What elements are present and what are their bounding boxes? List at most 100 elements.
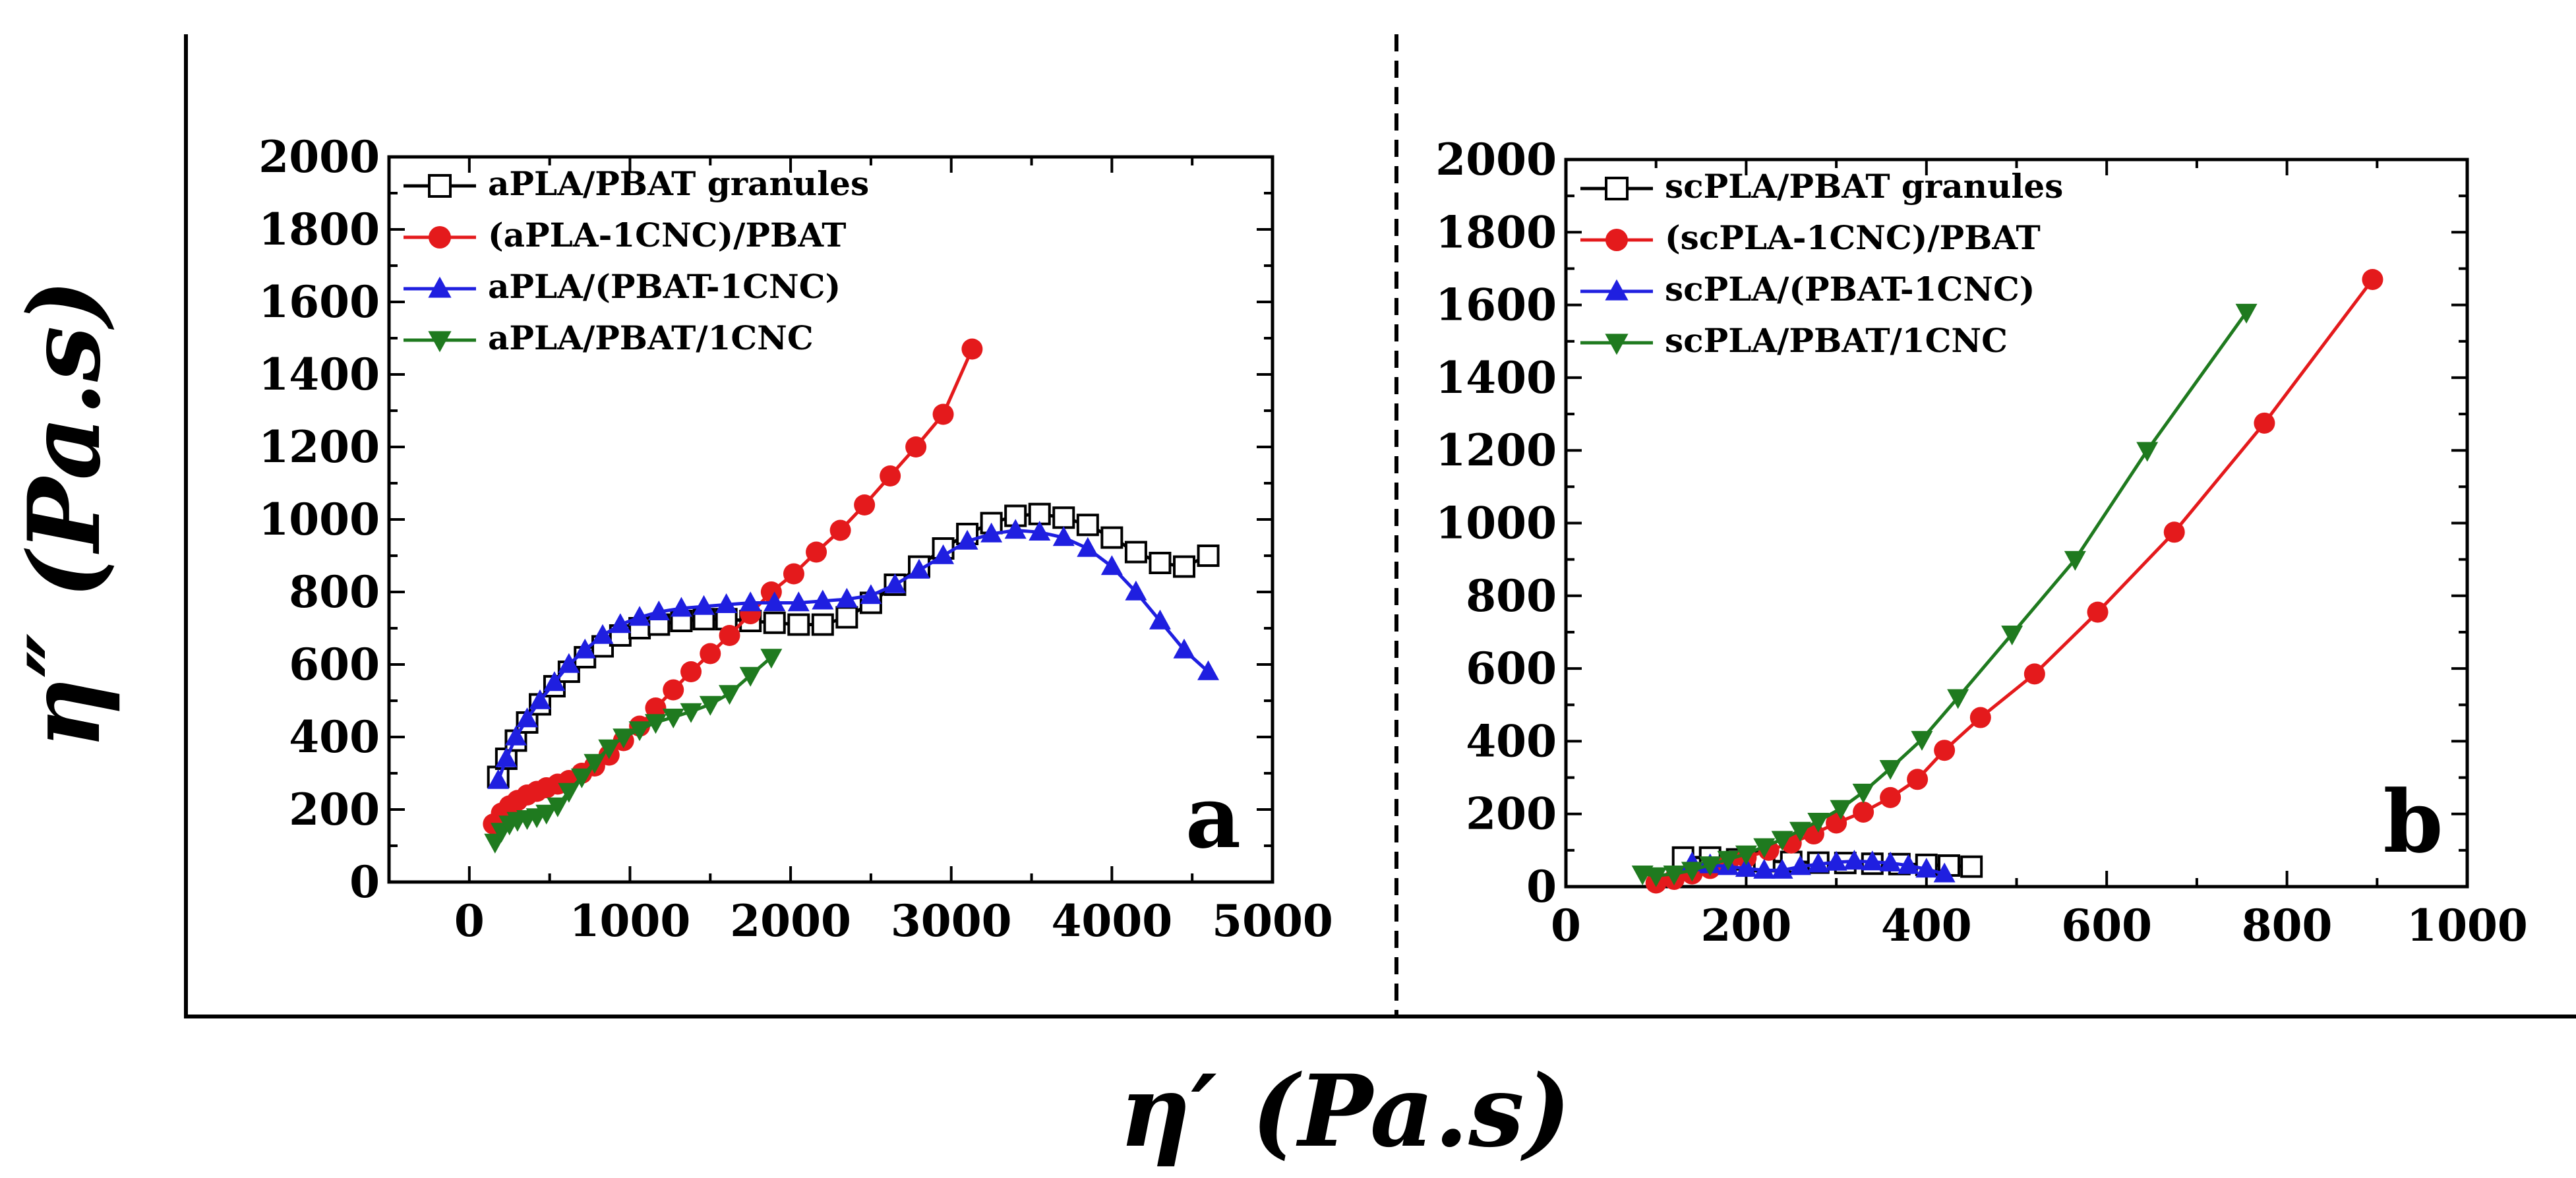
data-point bbox=[2087, 601, 2109, 623]
legend-label: scPLA/PBAT/1CNC bbox=[1665, 321, 2008, 360]
data-point bbox=[1807, 852, 1830, 873]
data-point bbox=[628, 721, 651, 742]
data-point bbox=[495, 747, 518, 767]
data-point bbox=[854, 494, 876, 515]
data-point bbox=[1771, 858, 1793, 879]
data-point bbox=[2023, 663, 2045, 685]
y-tick-label: 400 bbox=[289, 711, 380, 763]
x-tick-label: 1000 bbox=[2407, 900, 2528, 951]
legend-label: scPLA/(PBAT-1CNC) bbox=[1665, 270, 2035, 309]
data-point bbox=[1100, 555, 1123, 575]
data-point bbox=[1125, 580, 1147, 601]
data-point bbox=[1681, 862, 1703, 882]
data-point bbox=[719, 625, 740, 646]
data-point bbox=[1663, 865, 1685, 885]
data-point bbox=[1852, 783, 1874, 804]
y-tick-label: 400 bbox=[1466, 715, 1557, 767]
data-point bbox=[739, 591, 762, 612]
data-point bbox=[760, 649, 783, 669]
data-point bbox=[1861, 850, 1884, 871]
y-tick-label: 2000 bbox=[258, 131, 380, 183]
data-point bbox=[1197, 545, 1220, 567]
y-tick-label: 0 bbox=[1526, 861, 1557, 912]
data-point bbox=[1789, 821, 1811, 842]
data-point bbox=[1124, 541, 1147, 564]
panel-b: 0 200 400 600 800 1000 0 200 400 600 800 1000 1200 14… bbox=[1435, 134, 2528, 951]
panel-a: 0 1000 2000 3000 4000 5000 0 200 400 600 800 1000 12… bbox=[258, 131, 1333, 947]
data-point bbox=[680, 661, 702, 682]
data-point bbox=[812, 589, 834, 610]
data-point bbox=[2064, 550, 2086, 571]
data-point bbox=[1853, 801, 1874, 823]
data-point bbox=[570, 768, 593, 788]
series-0 bbox=[487, 502, 1220, 788]
series-1 bbox=[483, 338, 983, 835]
data-point bbox=[719, 685, 741, 705]
data-point bbox=[1807, 812, 1830, 833]
data-point bbox=[1789, 855, 1811, 875]
x-tick-label: 2000 bbox=[730, 895, 851, 947]
data-point bbox=[1197, 660, 1220, 680]
data-point bbox=[811, 613, 834, 636]
data-point bbox=[829, 519, 851, 541]
x-tick-label: 4000 bbox=[1052, 895, 1173, 947]
data-point bbox=[1717, 850, 1739, 871]
data-point bbox=[2136, 442, 2159, 462]
data-point bbox=[609, 613, 632, 633]
data-point bbox=[2235, 303, 2258, 324]
data-point bbox=[670, 597, 692, 617]
data-point bbox=[644, 714, 667, 734]
data-point bbox=[905, 436, 927, 457]
data-point bbox=[835, 587, 858, 608]
series-line bbox=[1642, 311, 2248, 878]
data-point bbox=[2163, 521, 2185, 543]
legend-label: (scPLA-1CNC)/PBAT bbox=[1665, 218, 2041, 257]
plot-frame bbox=[1564, 158, 2469, 889]
data-point bbox=[787, 591, 810, 612]
y-tick-label: 800 bbox=[289, 566, 380, 618]
data-point bbox=[645, 697, 667, 719]
data-point bbox=[1907, 769, 1929, 790]
legend-label: scPLA/PBAT granules bbox=[1665, 167, 2063, 206]
series-1 bbox=[1645, 268, 2383, 894]
data-point bbox=[2362, 268, 2383, 290]
data-point bbox=[487, 769, 510, 789]
data-point bbox=[1825, 850, 1847, 871]
data-point bbox=[764, 591, 786, 612]
data-point bbox=[574, 638, 596, 659]
data-point bbox=[1960, 855, 1983, 878]
data-point bbox=[598, 739, 620, 759]
data-point bbox=[763, 611, 786, 634]
data-point bbox=[1879, 760, 1902, 780]
legend-marker bbox=[1605, 334, 1629, 355]
data-point bbox=[558, 653, 580, 673]
data-point bbox=[558, 782, 580, 803]
data-point bbox=[584, 753, 606, 774]
data-point bbox=[961, 338, 983, 360]
legend-marker bbox=[428, 276, 452, 298]
y-axis-title: η″ (Pa.s) bbox=[7, 280, 123, 750]
y-tick-label: 200 bbox=[289, 784, 380, 835]
x-axis-title: η′ (Pa.s) bbox=[1119, 1053, 1571, 1169]
data-point bbox=[1077, 537, 1099, 557]
data-point bbox=[663, 679, 684, 701]
y-tick-label: 1600 bbox=[1435, 280, 1557, 331]
data-point bbox=[1771, 831, 1793, 851]
data-point bbox=[835, 606, 858, 629]
data-point bbox=[1735, 845, 1757, 866]
data-point bbox=[1915, 858, 1938, 878]
data-point bbox=[1052, 506, 1075, 529]
data-point bbox=[1753, 838, 1776, 858]
y-tick-label: 1200 bbox=[258, 421, 380, 473]
data-point bbox=[1029, 521, 1051, 541]
x-tick-label: 3000 bbox=[891, 895, 1012, 947]
y-tick-label: 800 bbox=[1466, 570, 1557, 622]
y-tick-label: 1200 bbox=[1435, 425, 1557, 476]
data-point bbox=[956, 529, 978, 550]
legend-label: aPLA/PBAT granules bbox=[488, 164, 869, 203]
y-tick-label: 1600 bbox=[258, 276, 380, 328]
x-tick-label: 800 bbox=[2242, 900, 2333, 951]
panel-letter: a bbox=[1185, 767, 1241, 868]
data-point bbox=[806, 541, 827, 563]
x-tick-label: 400 bbox=[1881, 900, 1972, 951]
